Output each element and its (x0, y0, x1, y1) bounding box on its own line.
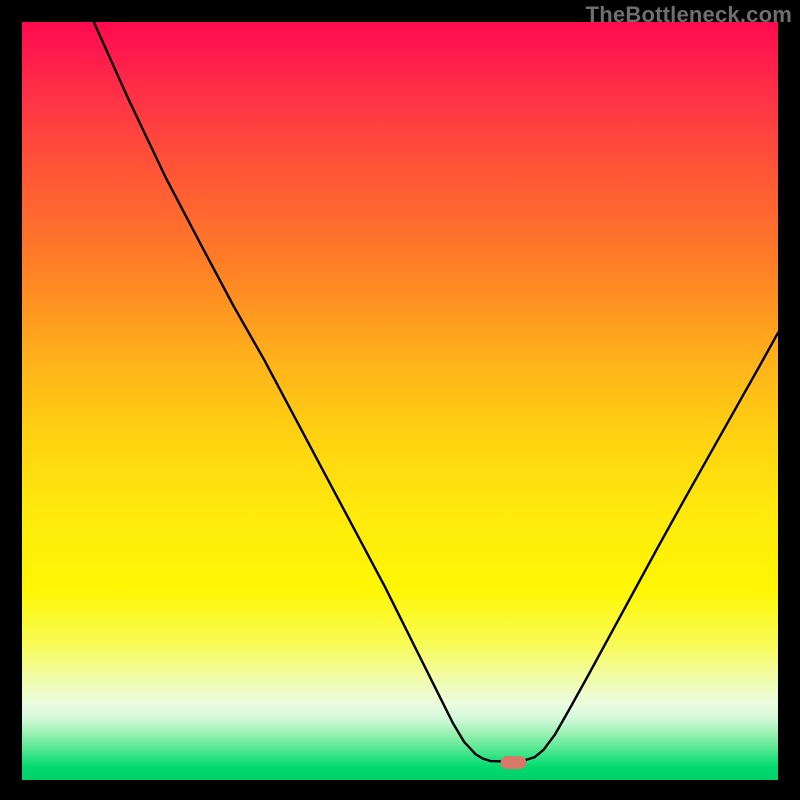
plot-background (22, 22, 778, 780)
chart-container: { "watermark": { "text": "TheBottleneck.… (0, 0, 800, 800)
watermark-text: TheBottleneck.com (586, 2, 792, 28)
bottleneck-chart (22, 22, 778, 780)
optimal-point-marker (501, 756, 527, 769)
